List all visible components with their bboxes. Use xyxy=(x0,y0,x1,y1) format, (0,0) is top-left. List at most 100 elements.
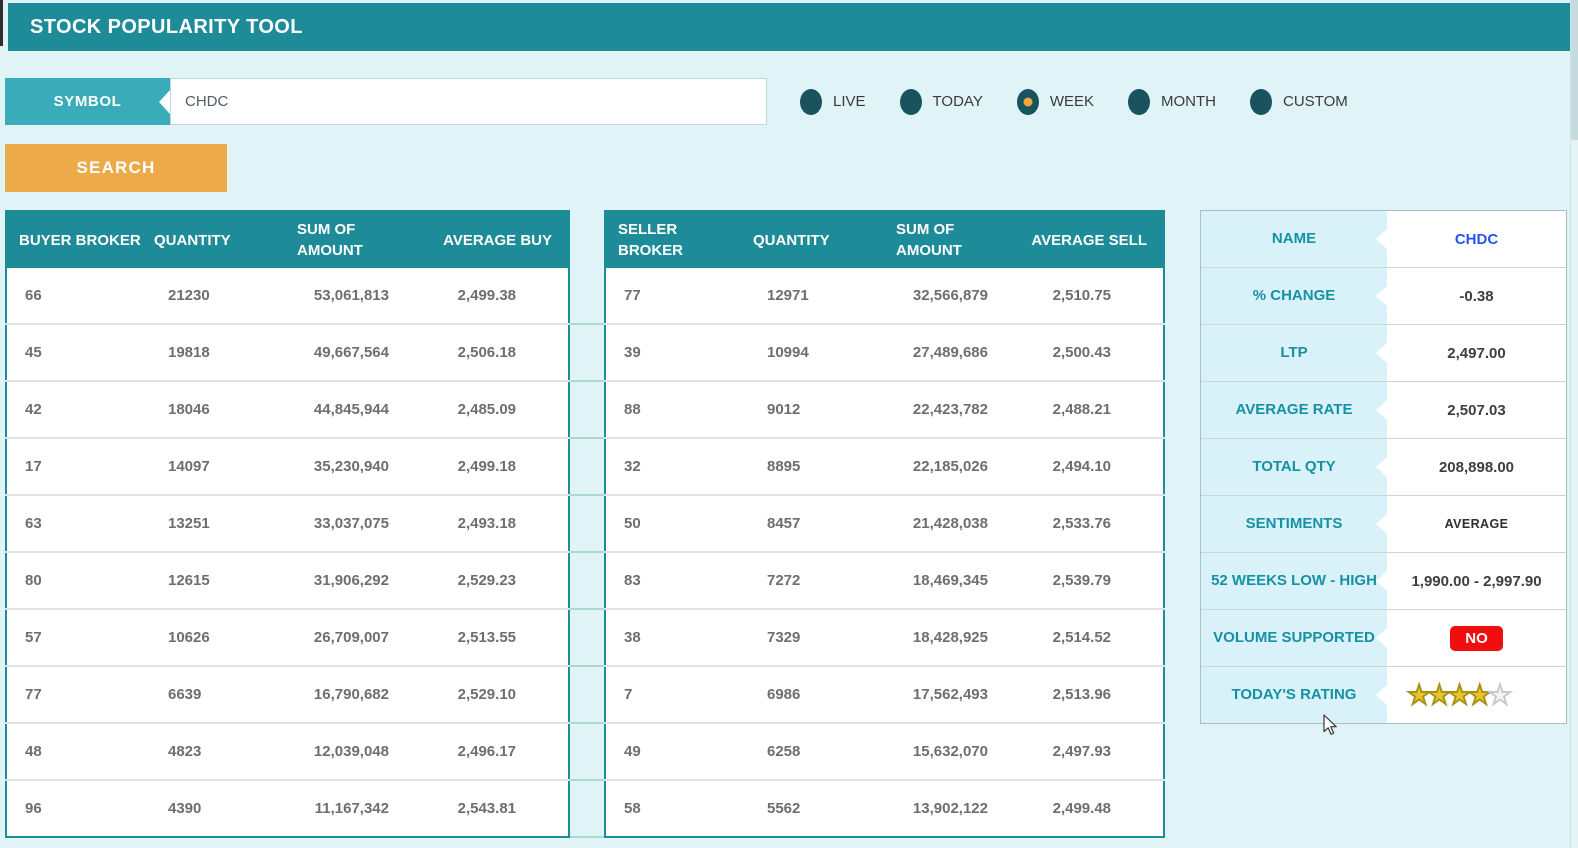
buyer-cell: 16,790,682 xyxy=(291,665,411,723)
radio-icon[interactable] xyxy=(899,88,922,115)
buyer-column-header: QUANTITY xyxy=(146,211,291,268)
info-value: 2,507.03 xyxy=(1387,382,1566,438)
info-label: AVERAGE RATE xyxy=(1201,382,1387,438)
seller-table-row: 88 9012 22,423,782 2,488.21 xyxy=(605,380,1164,438)
seller-cell: 49 xyxy=(605,722,745,780)
page-title: STOCK POPULARITY TOOL xyxy=(30,15,303,38)
buyer-cell: 31,906,292 xyxy=(291,551,411,609)
seller-table-row: 77 12971 32,566,879 2,510.75 xyxy=(605,268,1164,324)
info-value: 1,990.00 - 2,997.90 xyxy=(1387,553,1566,609)
buyer-table-header-row: BUYER BROKER QUANTITY SUM OF AMOUNT AVERAGE… xyxy=(6,211,569,268)
seller-cell: 58 xyxy=(605,779,745,837)
seller-cell: 2,510.75 xyxy=(1052,287,1111,304)
buyer-cell: 11,167,342 xyxy=(291,779,411,837)
seller-cell: 8457 xyxy=(745,494,890,552)
star-icon: ★ xyxy=(1467,679,1492,710)
period-label: CUSTOM xyxy=(1283,93,1348,110)
seller-cell: 15,632,070 xyxy=(890,722,1010,780)
info-label: 52 WEEKS LOW - HIGH xyxy=(1201,553,1387,609)
period-month[interactable]: MONTH xyxy=(1128,88,1217,115)
seller-table-row: 83 7272 18,469,345 2,539.79 xyxy=(605,551,1164,609)
period-week[interactable]: WEEK xyxy=(1016,88,1094,115)
buyer-cell: 48 xyxy=(6,722,146,780)
radio-icon[interactable] xyxy=(1250,88,1273,115)
buyer-cell: 2,485.09 xyxy=(411,380,569,438)
seller-cell: 18,469,345 xyxy=(890,551,1010,609)
period-label: MONTH xyxy=(1161,93,1217,110)
period-radio-group: LIVE TODAY WEEK MONTH CUSTOM xyxy=(800,78,1348,125)
seller-cell: 77 xyxy=(624,287,641,304)
seller-cell: 2,500.43 xyxy=(1010,323,1164,381)
scrollbar-thumb[interactable] xyxy=(1571,0,1578,140)
buyer-cell: 10626 xyxy=(146,608,291,666)
status-badge: NO xyxy=(1450,625,1503,651)
period-live[interactable]: LIVE xyxy=(800,88,866,115)
buyer-cell: 63 xyxy=(6,494,146,552)
seller-cell: 2,497.93 xyxy=(1010,722,1164,780)
buyer-cell: 18046 xyxy=(146,380,291,438)
seller-cell: 2,533.76 xyxy=(1010,494,1164,552)
info-label: TOTAL QTY xyxy=(1201,439,1387,495)
buyer-cell: 2,493.18 xyxy=(411,494,569,552)
buyer-cell: 35,230,940 xyxy=(291,437,411,495)
seller-cell: 7272 xyxy=(745,551,890,609)
seller-cell: 32 xyxy=(605,437,745,495)
seller-cell: 88 xyxy=(605,380,745,438)
seller-cell: 22,423,782 xyxy=(890,380,1010,438)
scrollbar-track[interactable] xyxy=(1570,0,1578,848)
buyer-table-row: 42 18046 44,845,944 2,485.09 xyxy=(6,380,569,438)
info-value: 2,497.00 xyxy=(1387,325,1566,381)
radio-icon[interactable] xyxy=(800,88,822,115)
period-custom[interactable]: CUSTOM xyxy=(1250,88,1348,115)
buyer-cell: 44,845,944 xyxy=(291,380,411,438)
seller-cell: 32,566,879 xyxy=(912,287,988,304)
seller-cell: 22,185,026 xyxy=(890,437,1010,495)
buyer-cell: 42 xyxy=(6,380,146,438)
info-row: 52 WEEKS LOW - HIGH 1,990.00 - 2,997.90 xyxy=(1201,552,1566,609)
radio-icon[interactable] xyxy=(1016,88,1039,115)
symbol-input[interactable] xyxy=(170,78,767,125)
info-value: NO xyxy=(1387,610,1566,666)
buyer-cell: 66 xyxy=(25,287,42,304)
seller-table-row: 32 8895 22,185,026 2,494.10 xyxy=(605,437,1164,495)
seller-cell: 21,428,038 xyxy=(890,494,1010,552)
buyer-cell: 12,039,048 xyxy=(291,722,411,780)
buyer-cell: 19818 xyxy=(146,323,291,381)
radio-icon[interactable] xyxy=(1128,88,1151,115)
seller-cell: 6258 xyxy=(745,722,890,780)
seller-cell: 27,489,686 xyxy=(890,323,1010,381)
period-today[interactable]: TODAY xyxy=(899,88,983,115)
buyer-table-row: 17 14097 35,230,940 2,499.18 xyxy=(6,437,569,495)
buyer-cell: 2,543.81 xyxy=(411,779,569,837)
seller-cell: 9012 xyxy=(745,380,890,438)
seller-table-header-row: SELLER BROKER QUANTITY SUM OF AMOUNT AVERAG… xyxy=(605,211,1164,268)
buyer-cell: 14097 xyxy=(146,437,291,495)
buyer-table-row: 45 19818 49,667,564 2,506.18 xyxy=(6,323,569,381)
star-icon: ★ xyxy=(1487,679,1513,710)
buyer-table-row: 77 6639 16,790,682 2,529.10 xyxy=(6,665,569,723)
buyer-cell: 6639 xyxy=(146,665,291,723)
buyer-cell: 2,529.10 xyxy=(411,665,569,723)
info-row: % CHANGE -0.38 xyxy=(1201,267,1566,324)
name-value-link[interactable]: CHDC xyxy=(1387,211,1566,267)
window-edge xyxy=(0,0,3,46)
info-row: VOLUME SUPPORTED NO xyxy=(1201,609,1566,666)
search-button[interactable]: SEARCH xyxy=(5,144,227,192)
buyer-cell: 2,496.17 xyxy=(411,722,569,780)
stock-info-panel: NAME CHDC% CHANGE -0.38 LTP 2,497.00 AVERAGE … xyxy=(1200,210,1567,724)
info-label: SENTIMENTS xyxy=(1201,496,1387,552)
seller-table-row: 39 10994 27,489,686 2,500.43 xyxy=(605,323,1164,381)
symbol-label: SYMBOL xyxy=(53,93,122,110)
seller-column-header: SUM OF AMOUNT xyxy=(890,211,1010,268)
seller-cell: 83 xyxy=(605,551,745,609)
star-icon: ★ xyxy=(1447,679,1472,710)
info-row: TODAY'S RATING ★ ★ ★ ★ ★ xyxy=(1201,666,1566,723)
info-label: LTP xyxy=(1201,325,1387,381)
rating-stars: ★ ★ ★ ★ ★ xyxy=(1387,667,1566,723)
seller-cell: 13,902,122 xyxy=(890,779,1010,837)
buyer-cell: 80 xyxy=(6,551,146,609)
buyer-cell: 45 xyxy=(6,323,146,381)
buyer-table-row: 66 21230 53,061,813 2,499.38 xyxy=(6,268,569,324)
buyer-cell: 13251 xyxy=(146,494,291,552)
seller-cell: 12971 xyxy=(767,287,809,304)
